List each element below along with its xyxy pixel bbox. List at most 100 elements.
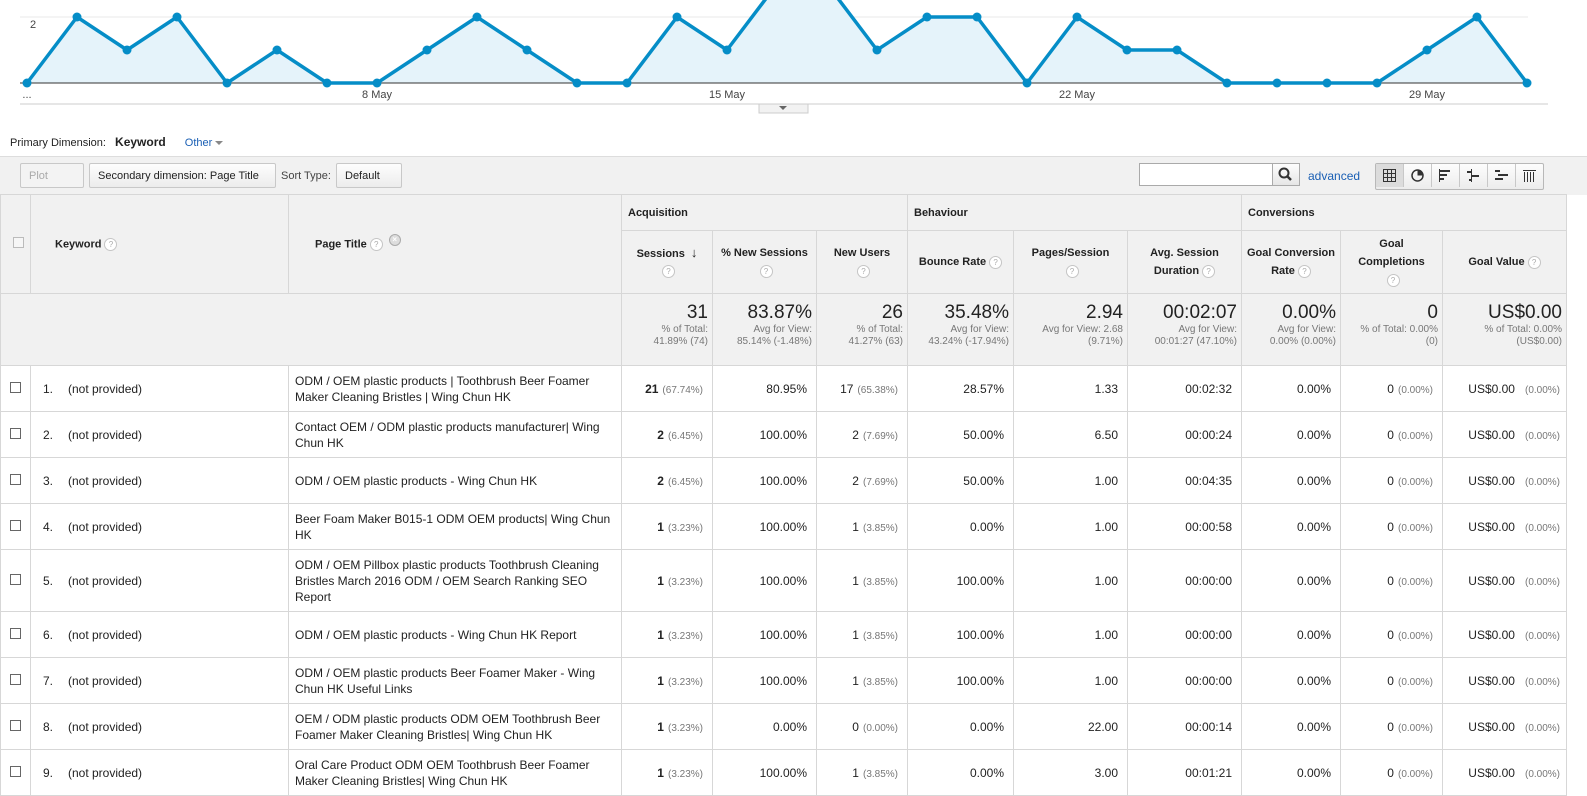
row-checkbox[interactable] [10,381,21,393]
help-icon[interactable]: ? [1386,273,1400,287]
chart-point[interactable] [972,12,982,22]
keyword-link[interactable]: (not provided) [68,765,143,780]
chart-point[interactable] [472,12,482,22]
table-row[interactable]: 8. (not provided) OEM / ODM plastic produc… [0,703,1567,750]
table-search-input[interactable] [1139,163,1273,186]
keyword-link[interactable]: (not provided) [68,427,143,442]
chart-point[interactable] [1172,45,1182,55]
keyword-link[interactable]: (not provided) [68,381,143,396]
row-checkbox[interactable] [10,473,21,485]
chart-point[interactable] [922,12,932,22]
chart-point[interactable] [572,78,582,88]
term-cloud-view-button[interactable] [1487,164,1515,187]
chart-point[interactable] [72,12,82,22]
row-checkbox[interactable] [10,573,21,585]
secondary-dimension-dropdown[interactable]: Secondary dimension: Page Title [89,163,276,204]
chart-point[interactable] [1072,12,1082,22]
chart-point[interactable] [522,45,532,55]
table-row[interactable]: 9. (not provided) Oral Care Product ODM OE… [0,749,1567,796]
page-title-link[interactable]: Oral Care Product ODM OEM Toothbrush Bee… [295,757,590,788]
page-title-link[interactable]: Contact OEM / ODM plastic products manuf… [295,419,600,450]
row-checkbox[interactable] [10,719,21,731]
chart-point[interactable] [422,45,432,55]
table-row[interactable]: 3. (not provided) ODM / OEM plastic produc… [0,457,1567,504]
row-checkbox[interactable] [10,627,21,639]
help-icon[interactable]: ? [1065,264,1079,278]
page-title-link[interactable]: Beer Foam Maker B015-1 ODM OEM products|… [295,511,611,542]
page-title-link[interactable]: ODM / OEM Pillbox plastic products Tooth… [295,557,599,604]
avg-duration-header[interactable]: Avg. Session Duration? [1127,230,1242,294]
chart-point[interactable] [1322,78,1332,88]
help-icon[interactable]: ? [104,237,118,251]
chart-point[interactable] [372,78,382,88]
chart-point[interactable] [1422,45,1432,55]
goal-completions-header[interactable]: Goal Completions? [1340,230,1443,294]
keyword-link[interactable]: (not provided) [68,673,143,688]
chart-point[interactable] [1272,78,1282,88]
row-checkbox[interactable] [10,673,21,685]
page-title-header[interactable]: Page Title ? × [288,194,622,294]
chart-point[interactable] [722,45,732,55]
remove-dimension-icon[interactable]: × [388,233,401,246]
pages-session-header[interactable]: Pages/Session? [1013,230,1128,294]
chart-point[interactable] [1022,78,1032,88]
goal-value-header[interactable]: Goal Value? [1442,230,1567,294]
keyword-link[interactable]: (not provided) [68,519,143,534]
chart-point[interactable] [272,45,282,55]
keyword-link[interactable]: (not provided) [68,473,143,488]
select-all-checkbox[interactable] [13,237,24,248]
chart-point[interactable] [1222,78,1232,88]
help-icon[interactable]: ? [369,237,383,251]
new-sessions-header[interactable]: % New Sessions? [712,230,817,294]
table-row[interactable]: 5. (not provided) ODM / OEM Pillbox plasti… [0,549,1567,612]
chart-point[interactable] [122,45,132,55]
row-checkbox[interactable] [10,765,21,777]
keyword-link[interactable]: (not provided) [68,719,143,734]
keyword-link[interactable]: (not provided) [68,627,143,642]
keyword-link[interactable]: (not provided) [68,573,143,588]
pie-view-button[interactable] [1403,164,1431,187]
sessions-header[interactable]: Sessions ↓? [621,230,713,294]
help-icon[interactable]: ? [1202,264,1216,278]
table-view-button[interactable] [1376,164,1403,187]
bounce-rate-header[interactable]: Bounce Rate? [907,230,1014,294]
chart-point[interactable] [1122,45,1132,55]
sort-type-dropdown[interactable]: Default [336,163,402,204]
chart-point[interactable] [672,12,682,22]
table-row[interactable]: 1. (not provided) ODM / OEM plastic produc… [0,365,1567,412]
table-row[interactable]: 4. (not provided) Beer Foam Maker B015-1 O… [0,503,1567,550]
help-icon[interactable]: ? [989,255,1003,269]
row-checkbox[interactable] [10,427,21,439]
chart-point[interactable] [622,78,632,88]
chart-point[interactable] [872,45,882,55]
comparison-view-button[interactable] [1459,164,1487,187]
help-icon[interactable]: ? [857,264,870,278]
pivot-view-button[interactable] [1515,164,1543,187]
help-icon[interactable]: ? [759,264,773,278]
chart-point[interactable] [172,12,182,22]
help-icon[interactable]: ? [1297,264,1311,278]
chart-point[interactable] [222,78,232,88]
page-title-link[interactable]: ODM / OEM plastic products | Toothbrush … [295,373,590,404]
chart-point[interactable] [1372,78,1382,88]
chart-point[interactable] [1522,78,1532,88]
new-users-header[interactable]: New Users? [816,230,908,294]
keyword-header[interactable]: Keyword? [30,194,289,294]
table-row[interactable]: 6. (not provided) ODM / OEM plastic produc… [0,611,1567,658]
primary-dimension-keyword[interactable]: Keyword [115,135,166,149]
page-title-link[interactable]: OEM / ODM plastic products ODM OEM Tooth… [295,711,601,742]
table-row[interactable]: 7. (not provided) ODM / OEM plastic produc… [0,657,1567,704]
chart-point[interactable] [22,78,32,88]
page-title-link[interactable]: ODM / OEM plastic products Beer Foamer M… [295,665,596,696]
help-icon[interactable]: ? [1527,255,1541,269]
performance-view-button[interactable] [1431,164,1459,187]
goal-conversion-rate-header[interactable]: Goal Conversion Rate? [1241,230,1341,294]
search-button[interactable] [1272,163,1300,186]
page-title-link[interactable]: ODM / OEM plastic products - Wing Chun H… [295,627,577,642]
chart-point[interactable] [1472,12,1482,22]
page-title-link[interactable]: ODM / OEM plastic products - Wing Chun H… [295,473,538,488]
chart-point[interactable] [322,78,332,88]
primary-dimension-other-menu[interactable]: Other [185,137,224,149]
table-row[interactable]: 2. (not provided) Contact OEM / ODM plasti… [0,411,1567,458]
row-checkbox[interactable] [10,519,21,531]
